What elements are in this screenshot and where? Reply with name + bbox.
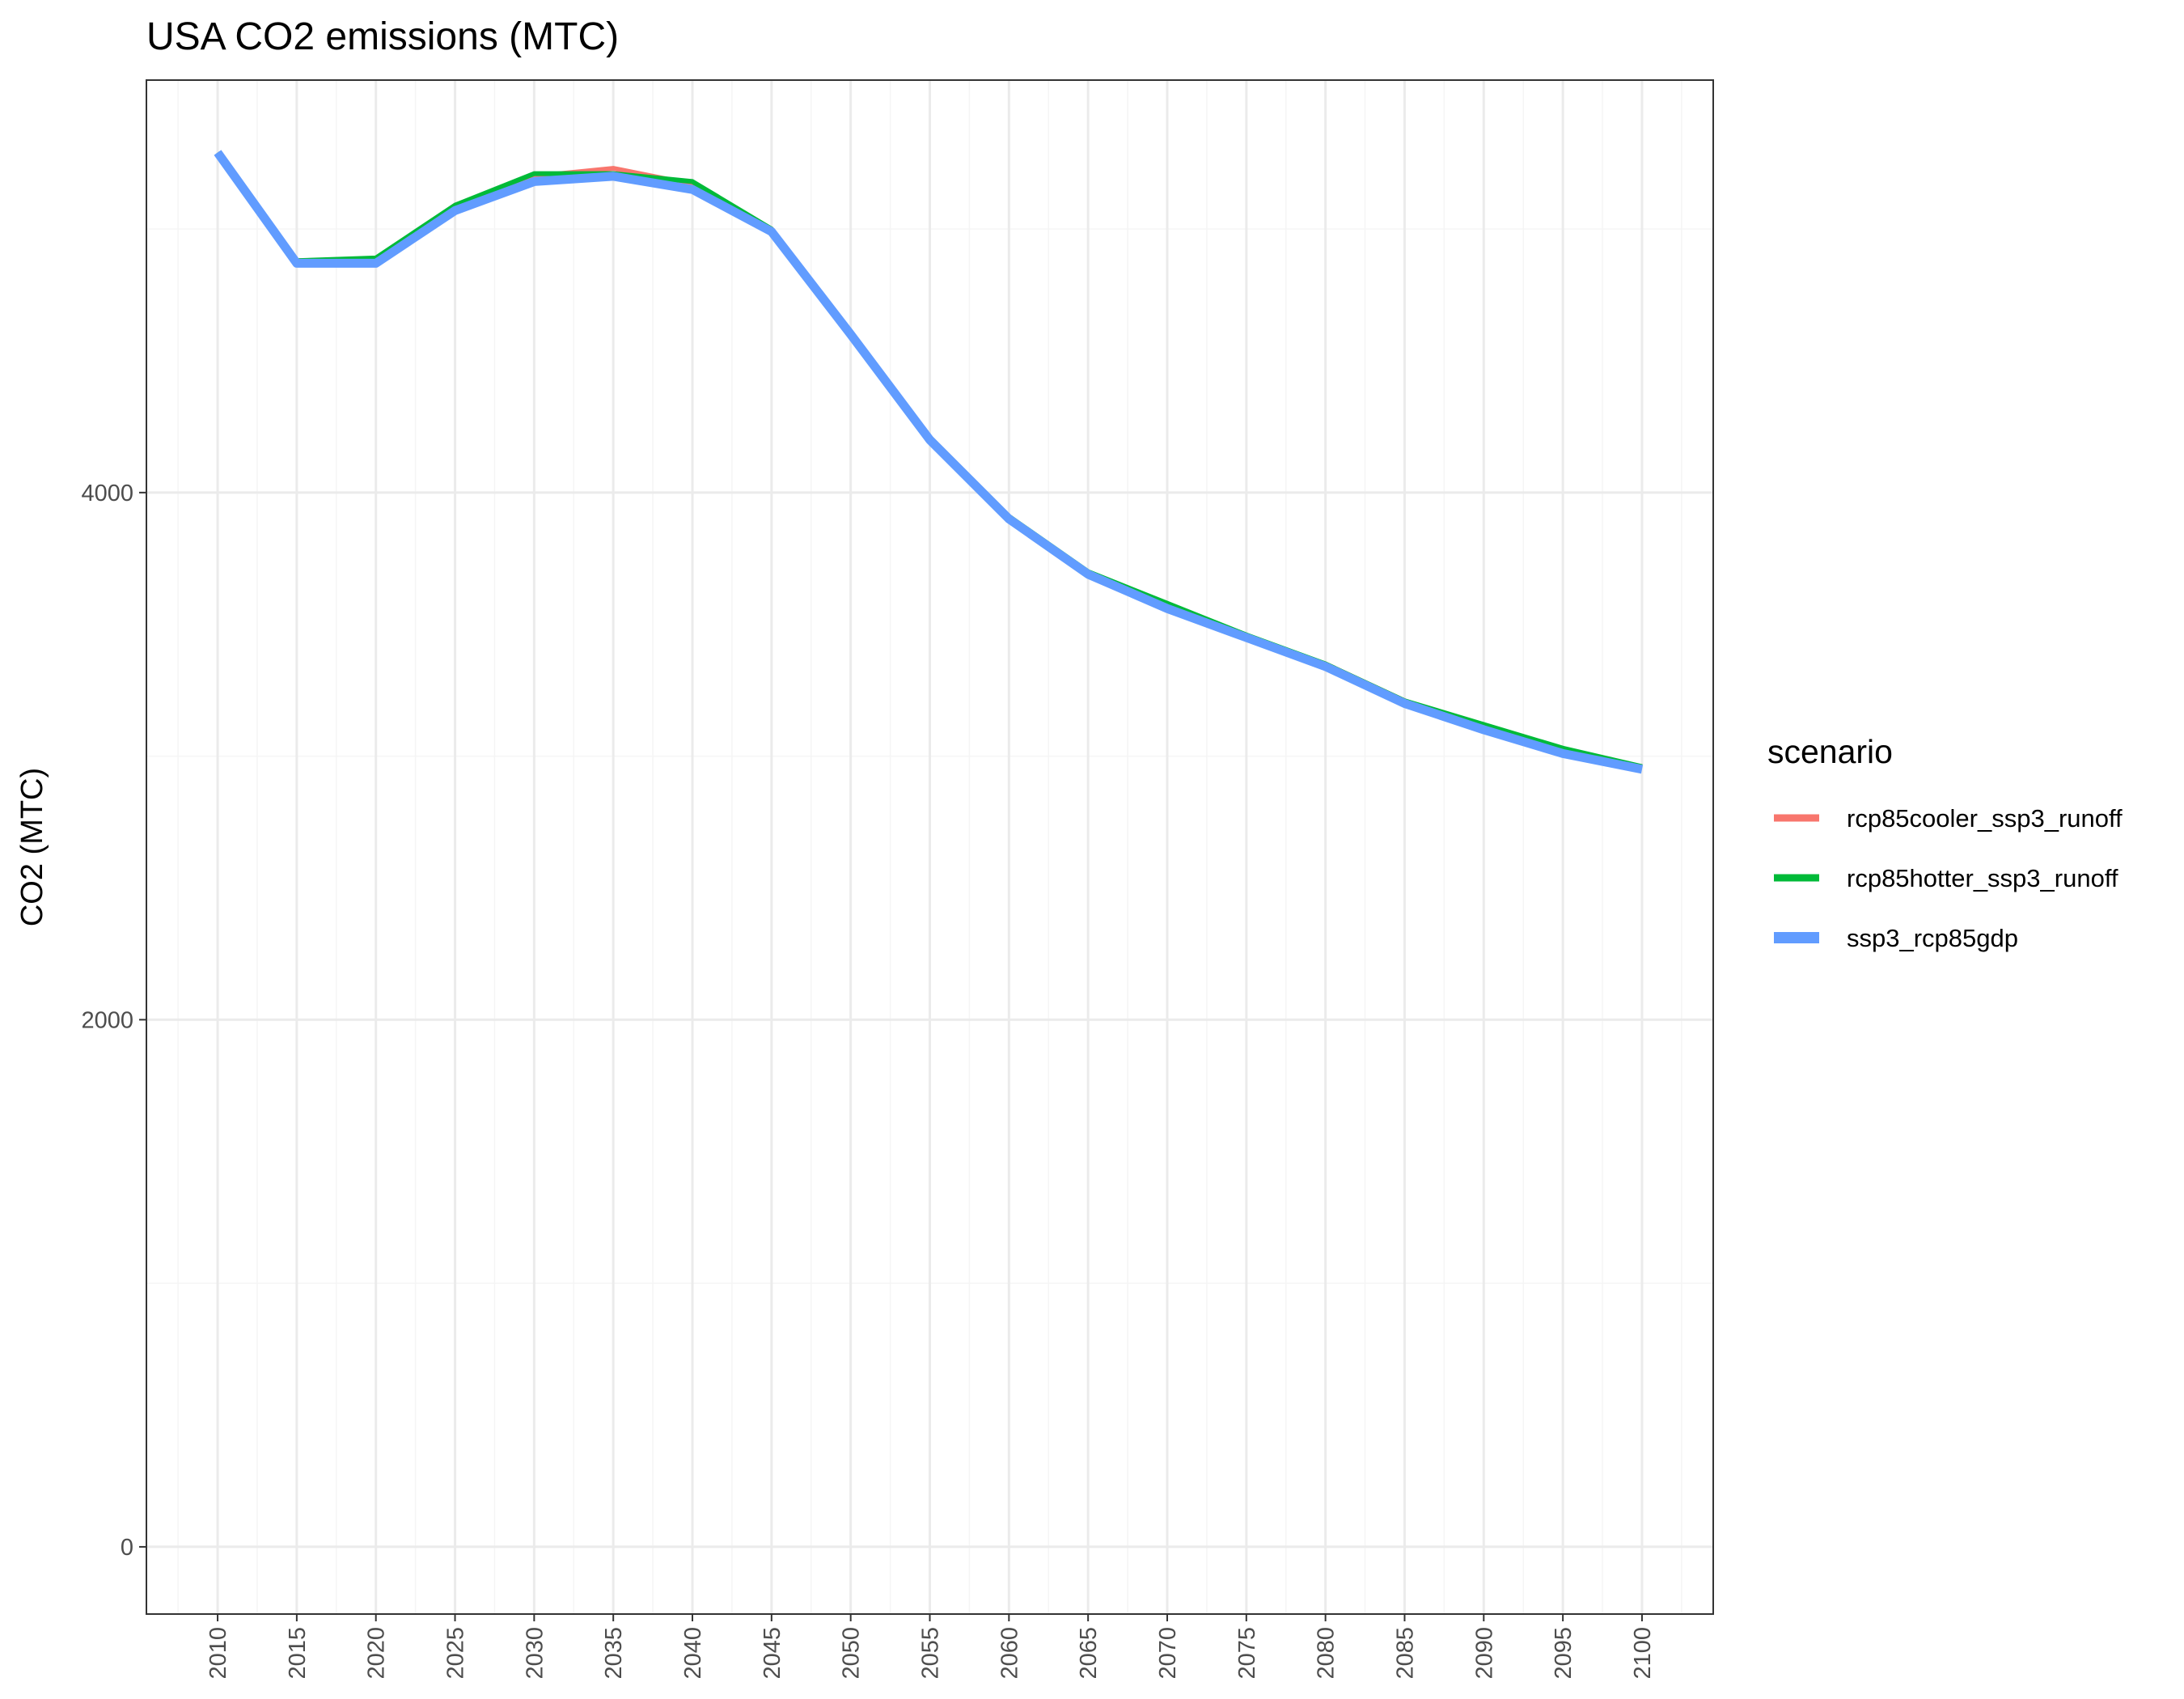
chart-title: USA CO2 emissions (MTC): [146, 15, 619, 58]
x-tick-label: 2050: [839, 1627, 865, 1680]
x-tick-label: 2085: [1392, 1627, 1418, 1680]
y-tick-label: 4000: [81, 481, 133, 506]
x-tick-label: 2045: [760, 1627, 785, 1680]
x-tick-label: 2100: [1630, 1627, 1656, 1680]
x-tick-label: 2010: [205, 1627, 231, 1680]
legend: scenario rcp85cooler_ssp3_runoff rcp85hot…: [1767, 733, 2123, 952]
x-tick-label: 2055: [918, 1627, 944, 1680]
x-axis: 2010 2015 2020 2025 2030 2035 2040 2045 2050 2055…: [205, 1614, 1656, 1680]
series-lines: [214, 150, 1644, 774]
x-tick-label: 2035: [601, 1627, 627, 1680]
y-tick-label: 2000: [81, 1007, 133, 1033]
x-tick-label: 2020: [364, 1627, 390, 1680]
x-tick-label: 2040: [680, 1627, 706, 1680]
x-tick-label: 2075: [1234, 1627, 1260, 1680]
major-gridlines: [146, 80, 1713, 1614]
x-tick-label: 2070: [1155, 1627, 1181, 1680]
x-tick-label: 2095: [1551, 1627, 1577, 1680]
x-tick-label: 2015: [285, 1627, 311, 1680]
series-line-ssp3_rcp85gdp: [214, 150, 1644, 774]
legend-label: ssp3_rcp85gdp: [1847, 924, 2018, 952]
legend-label: rcp85hotter_ssp3_runoff: [1847, 864, 2118, 892]
y-axis-title: CO2 (MTC): [15, 768, 49, 926]
x-tick-label: 2080: [1314, 1627, 1340, 1680]
x-tick-label: 2060: [997, 1627, 1022, 1680]
x-tick-label: 2025: [443, 1627, 469, 1680]
minor-gridlines: [146, 80, 1713, 1614]
y-axis: 0 2000 4000: [81, 481, 146, 1561]
legend-title: scenario: [1767, 733, 1893, 770]
y-tick-label: 0: [121, 1535, 133, 1561]
x-tick-label: 2030: [522, 1627, 548, 1680]
legend-label: rcp85cooler_ssp3_runoff: [1847, 804, 2123, 833]
x-tick-label: 2090: [1471, 1627, 1497, 1680]
x-tick-label: 2065: [1076, 1627, 1102, 1680]
